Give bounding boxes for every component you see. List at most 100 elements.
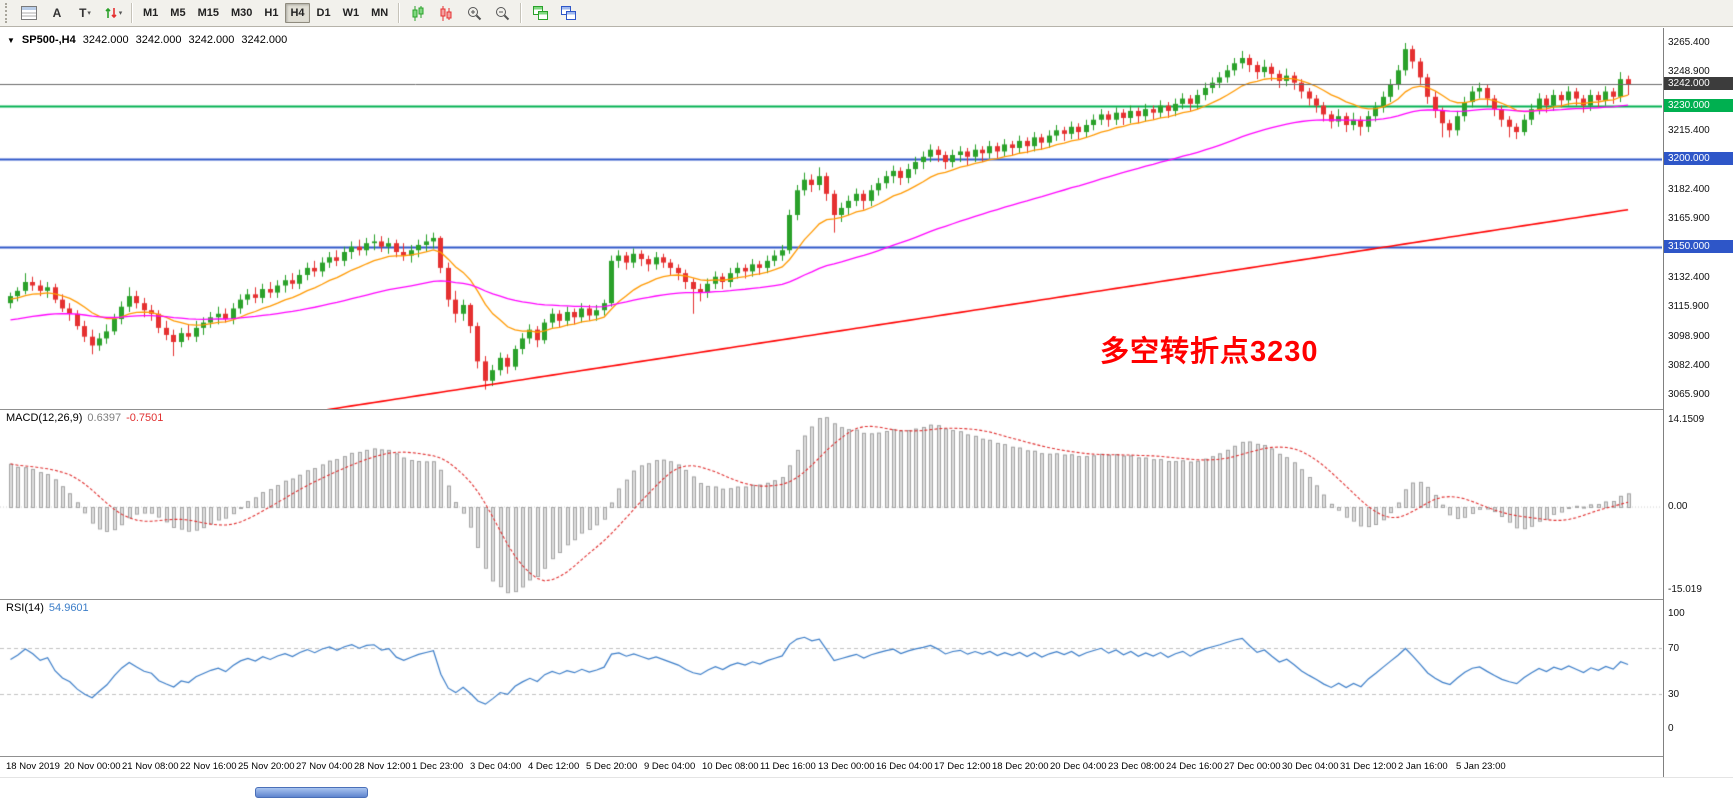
- price-badge: 3230.000: [1664, 98, 1733, 112]
- chart-symbol-period: SP500-,H4: [21, 34, 76, 46]
- chart-workspace: ▼ SP500-,H4 3242.000 3242.000 3242.000 3…: [0, 28, 1733, 800]
- time-axis-label: 2 Jan 16:00: [1398, 761, 1448, 772]
- time-axis-label: 10 Dec 08:00: [702, 761, 759, 772]
- timeframe-h4[interactable]: H4: [285, 3, 310, 23]
- horizontal-scrollbar-thumb[interactable]: [255, 787, 368, 798]
- price-axis[interactable]: 3265.400 3248.900 3215.400 3182.400 3165.900…: [1663, 28, 1733, 777]
- chart-expander-icon[interactable]: ▼: [7, 35, 15, 45]
- macd-title: MACD(12,26,9): [6, 412, 83, 424]
- timeframe-d1[interactable]: D1: [316, 7, 331, 19]
- time-axis-label: 17 Dec 12:00: [934, 761, 991, 772]
- price-scale-label: 3165.900: [1668, 212, 1710, 224]
- time-axis-label: 21 Nov 08:00: [122, 761, 179, 772]
- time-axis-label: 11 Dec 16:00: [760, 761, 816, 772]
- price-scale-label: 3248.900: [1668, 66, 1710, 78]
- time-axis[interactable]: 18 Nov 2019 20 Nov 00:00 21 Nov 08:00 22 No…: [0, 757, 1662, 777]
- price-scale-label: 3215.400: [1668, 125, 1710, 137]
- macd-indicator-label: MACD(12,26,9) 0.6397 -0.7501: [6, 412, 163, 424]
- time-axis-label: 18 Dec 20:00: [992, 761, 1049, 772]
- ohlc-close: 3242.000: [241, 34, 288, 46]
- macd-scale-min: -15.019: [1668, 584, 1702, 595]
- insert-text-icon[interactable]: A: [52, 6, 62, 20]
- time-axis-label: 13 Dec 00:00: [818, 761, 875, 772]
- time-axis-label: 31 Dec 12:00: [1340, 761, 1397, 772]
- timeframe-buttons: M1 M5 M15 M30 H1 H4 D1 W1 MN: [137, 3, 394, 23]
- time-axis-label: 23 Dec 08:00: [1108, 761, 1165, 772]
- zoom-in-icon[interactable]: [461, 1, 487, 25]
- panel-splitter[interactable]: [0, 409, 1733, 410]
- macd-panel-canvas[interactable]: [0, 410, 1662, 599]
- price-scale-label: 3065.900: [1668, 389, 1710, 401]
- time-axis-label: 27 Dec 00:00: [1224, 761, 1281, 772]
- time-axis-label: 28 Nov 12:00: [354, 761, 411, 772]
- candlestick-up-icon[interactable]: [405, 1, 431, 25]
- ohlc-low: 3242.000: [188, 34, 235, 46]
- price-scale-label: 3115.900: [1668, 300, 1709, 312]
- timeframe-m15[interactable]: M15: [197, 7, 219, 19]
- price-scale-label: 3265.400: [1668, 37, 1710, 49]
- time-axis-label: 4 Dec 12:00: [528, 761, 580, 772]
- rsi-title: RSI(14): [6, 602, 44, 614]
- ohlc-high: 3242.000: [135, 34, 182, 46]
- toolbar-grip: [5, 3, 12, 23]
- chart-window-icon[interactable]: [16, 1, 42, 25]
- macd-main-value: 0.6397: [87, 412, 122, 424]
- macd-signal-value: -0.7501: [126, 412, 164, 424]
- price-scale-label: 3182.400: [1668, 183, 1710, 195]
- rsi-scale-30: 30: [1668, 688, 1680, 700]
- rsi-scale-70: 70: [1668, 642, 1680, 654]
- zoom-out-icon[interactable]: [489, 1, 515, 25]
- time-axis-label: 22 Nov 16:00: [180, 761, 237, 772]
- chevron-down-icon: ▾: [118, 10, 123, 17]
- rsi-scale-100: 100: [1668, 608, 1685, 619]
- timeframe-h1[interactable]: H1: [264, 7, 279, 19]
- time-axis-label: 5 Jan 23:00: [1456, 761, 1506, 772]
- timeframe-m5[interactable]: M5: [170, 7, 186, 19]
- cascade-windows-icon[interactable]: [555, 1, 581, 25]
- tile-windows-icon[interactable]: [527, 1, 553, 25]
- time-axis-label: 25 Nov 20:00: [238, 761, 295, 772]
- toolbar: A T ▾ ▾ M1 M5 M15 M30 H1 H4 D1 W1 MN: [0, 0, 1733, 27]
- rsi-panel-canvas[interactable]: [0, 600, 1662, 756]
- toolbar-separator: [398, 3, 401, 23]
- price-badge: 3242.000: [1664, 77, 1733, 91]
- time-axis-label: 30 Dec 04:00: [1282, 761, 1339, 772]
- price-badge: 3150.000: [1664, 239, 1733, 253]
- price-scale-label: 3082.400: [1668, 359, 1710, 371]
- time-axis-label: 27 Nov 04:00: [296, 761, 353, 772]
- timeframe-m1[interactable]: M1: [143, 7, 159, 19]
- bottom-scrollbar-area: [0, 777, 1733, 800]
- rsi-scale-0: 0: [1668, 723, 1674, 734]
- panel-splitter: [0, 756, 1733, 757]
- time-axis-label: 20 Nov 00:00: [64, 761, 121, 772]
- price-scale-label: 3132.400: [1668, 271, 1710, 283]
- main-chart-canvas[interactable]: [0, 28, 1662, 409]
- text-label-icon[interactable]: T ▾: [79, 6, 91, 20]
- rsi-value: 54.9601: [48, 602, 89, 614]
- toolbar-separator: [520, 3, 523, 23]
- chevron-down-icon: ▾: [87, 10, 91, 17]
- candlestick-down-icon[interactable]: [433, 1, 459, 25]
- time-axis-label: 20 Dec 04:00: [1050, 761, 1107, 772]
- timeframe-m30[interactable]: M30: [230, 7, 253, 19]
- timeframe-w1[interactable]: W1: [342, 7, 360, 19]
- macd-scale-max: 14.1509: [1668, 414, 1705, 425]
- price-scale-label: 3098.900: [1668, 330, 1710, 342]
- chart-header: ▼ SP500-,H4 3242.000 3242.000 3242.000 3…: [7, 34, 287, 46]
- macd-scale-zero: 0.00: [1668, 501, 1688, 513]
- time-axis-label: 1 Dec 23:00: [412, 761, 464, 772]
- ohlc-open: 3242.000: [82, 34, 129, 46]
- chart-text-annotation[interactable]: 多空转折点3230: [1100, 336, 1319, 368]
- time-axis-label: 9 Dec 04:00: [644, 761, 696, 772]
- order-arrows-icon[interactable]: ▾: [100, 1, 126, 25]
- rsi-indicator-label: RSI(14) 54.9601: [6, 602, 89, 614]
- panel-splitter[interactable]: [0, 599, 1733, 600]
- toolbar-separator: [131, 3, 133, 23]
- time-axis-label: 16 Dec 04:00: [876, 761, 933, 772]
- time-axis-label: 24 Dec 16:00: [1166, 761, 1223, 772]
- time-axis-label: 18 Nov 2019: [6, 761, 60, 772]
- timeframe-mn[interactable]: MN: [371, 7, 389, 19]
- price-badge: 3200.000: [1664, 151, 1733, 165]
- time-axis-label: 3 Dec 04:00: [470, 761, 522, 772]
